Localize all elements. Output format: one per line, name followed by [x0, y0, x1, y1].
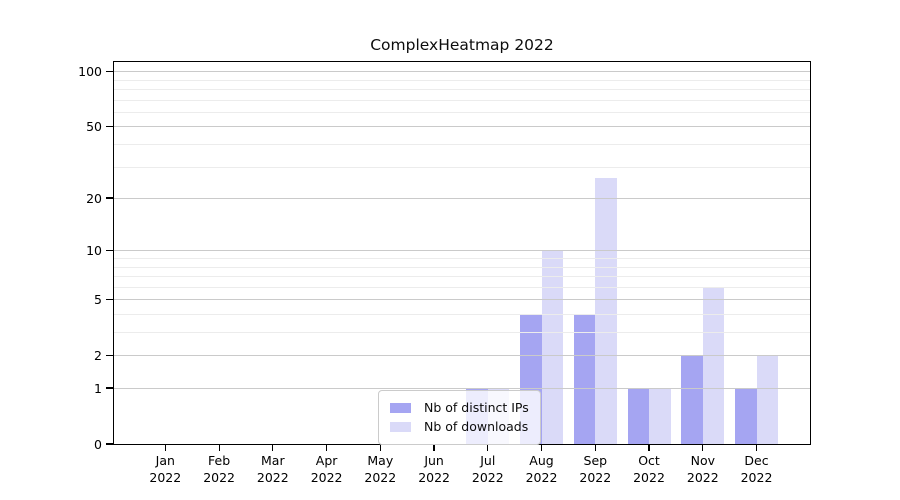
x-tick-label-jan-2022: Jan 2022 [149, 453, 182, 485]
x-tick-label-aug-2022: Aug 2022 [525, 453, 558, 485]
legend-swatch-downloads [390, 421, 411, 432]
bar-nb-of-downloads-dec-2022 [756, 355, 778, 444]
y-tick-label-0: 0 [94, 436, 102, 452]
y-tick-2 [106, 354, 113, 356]
y-tick-label-5: 5 [94, 291, 102, 307]
x-tick-jun-2022 [433, 445, 435, 451]
x-tick-mar-2022 [272, 445, 274, 451]
x-tick-feb-2022 [218, 445, 220, 451]
bar-nb-of-downloads-aug-2022 [541, 250, 564, 444]
x-tick-sep-2022 [594, 445, 596, 451]
y-tick-label-1: 1 [94, 380, 102, 396]
x-tick-label-dec-2022: Dec 2022 [740, 453, 773, 485]
x-tick-apr-2022 [325, 445, 328, 451]
chart-title: ComplexHeatmap 2022 [370, 36, 554, 54]
bars-layer [114, 62, 810, 444]
x-tick-may-2022 [379, 445, 381, 451]
x-tick-dec-2022 [755, 445, 758, 451]
y-tick-0 [106, 443, 113, 445]
bar-nb-of-downloads-nov-2022 [702, 286, 725, 444]
x-tick-label-feb-2022: Feb 2022 [203, 453, 235, 485]
x-tick-label-jul-2022: Jul 2022 [471, 453, 504, 485]
legend: Nb of distinct IPs Nb of downloads [378, 390, 541, 445]
x-tick-jan-2022 [164, 445, 166, 451]
y-tick-label-100: 100 [78, 63, 102, 79]
bar-nb-of-distinct-ips-sep-2022 [573, 313, 596, 444]
legend-item-nb-of-downloads: Nb of downloads [390, 418, 529, 435]
y-tick-label-10: 10 [86, 242, 102, 258]
bar-nb-of-distinct-ips-dec-2022 [735, 388, 757, 444]
bar-nb-of-downloads-oct-2022 [649, 388, 671, 444]
x-tick-label-jun-2022: Jun 2022 [418, 453, 450, 485]
x-tick-label-nov-2022: Nov 2022 [686, 453, 719, 485]
bar-nb-of-distinct-ips-nov-2022 [681, 355, 703, 444]
y-tick-label-50: 50 [86, 118, 102, 134]
x-tick-nov-2022 [702, 445, 704, 451]
y-tick-10 [106, 249, 113, 251]
bar-nb-of-distinct-ips-oct-2022 [627, 388, 649, 444]
y-tick-50 [106, 125, 113, 127]
x-tick-label-oct-2022: Oct 2022 [633, 453, 665, 485]
x-tick-jul-2022 [487, 445, 489, 451]
legend-label-downloads: Nb of downloads [424, 419, 529, 434]
y-tick-label-20: 20 [86, 190, 102, 206]
y-tick-100 [106, 70, 113, 72]
legend-item-nb-of-distinct-ips: Nb of distinct IPs [390, 399, 529, 416]
bar-nb-of-downloads-sep-2022 [595, 177, 617, 444]
x-tick-label-may-2022: May 2022 [364, 453, 397, 485]
y-tick-1 [106, 387, 113, 389]
legend-swatch-distinct-ips [390, 402, 411, 413]
x-tick-label-sep-2022: Sep 2022 [579, 453, 612, 485]
y-tick-label-2: 2 [94, 347, 102, 363]
y-tick-20 [106, 197, 113, 199]
y-tick-5 [106, 298, 113, 300]
x-tick-label-mar-2022: Mar 2022 [256, 453, 289, 485]
x-tick-oct-2022 [648, 445, 650, 451]
x-tick-label-apr-2022: Apr 2022 [310, 453, 343, 485]
plot-area [113, 61, 811, 445]
x-tick-aug-2022 [540, 445, 543, 451]
legend-label-distinct-ips: Nb of distinct IPs [424, 400, 529, 415]
